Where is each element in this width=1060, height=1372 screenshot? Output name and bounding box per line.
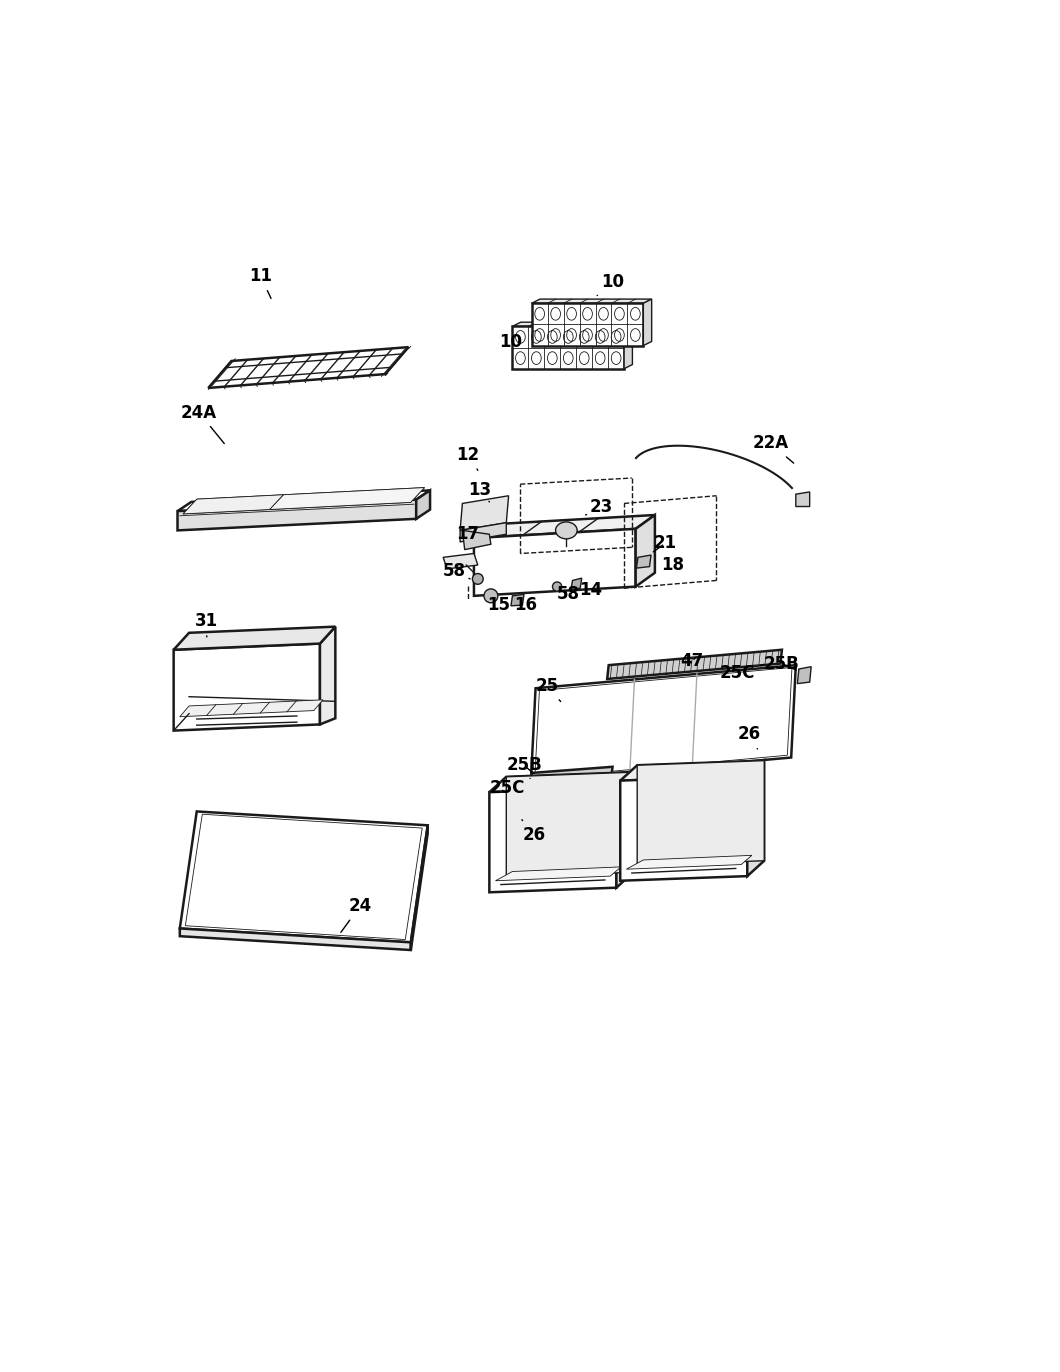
Circle shape — [484, 589, 498, 602]
Polygon shape — [620, 777, 747, 881]
Polygon shape — [209, 347, 408, 388]
Polygon shape — [620, 760, 764, 781]
Polygon shape — [571, 578, 582, 590]
Circle shape — [473, 573, 483, 584]
Text: 24: 24 — [341, 897, 372, 933]
Polygon shape — [460, 523, 507, 542]
Text: 12: 12 — [456, 446, 479, 471]
Polygon shape — [626, 855, 752, 870]
Text: 13: 13 — [467, 480, 491, 502]
Polygon shape — [177, 490, 430, 512]
Text: 25C: 25C — [490, 778, 530, 797]
Polygon shape — [177, 499, 417, 531]
Text: 16: 16 — [514, 595, 537, 615]
Text: 26: 26 — [522, 819, 546, 844]
Text: 58: 58 — [443, 563, 470, 580]
Text: 15: 15 — [487, 595, 510, 615]
Text: 10: 10 — [499, 333, 523, 351]
Text: 21: 21 — [653, 535, 676, 553]
Text: 10: 10 — [597, 273, 624, 295]
Polygon shape — [411, 826, 428, 949]
Polygon shape — [490, 772, 633, 792]
Polygon shape — [535, 667, 792, 778]
Polygon shape — [174, 627, 335, 650]
Text: 26: 26 — [738, 726, 760, 749]
Polygon shape — [490, 788, 617, 892]
Polygon shape — [180, 700, 323, 716]
Polygon shape — [643, 299, 652, 346]
Polygon shape — [186, 814, 422, 940]
Polygon shape — [474, 514, 655, 538]
Polygon shape — [183, 487, 424, 514]
Polygon shape — [796, 493, 810, 506]
Polygon shape — [474, 528, 636, 595]
Polygon shape — [624, 322, 633, 369]
Polygon shape — [532, 303, 643, 346]
Text: 23: 23 — [585, 498, 613, 516]
Polygon shape — [797, 667, 811, 683]
Text: 31: 31 — [195, 612, 218, 637]
Circle shape — [552, 582, 562, 591]
Polygon shape — [180, 929, 411, 949]
Polygon shape — [531, 665, 796, 781]
Text: 58: 58 — [558, 586, 580, 604]
Text: 25C: 25C — [720, 664, 764, 682]
Polygon shape — [747, 760, 764, 877]
Text: 24A: 24A — [181, 403, 225, 443]
Text: 17: 17 — [456, 525, 479, 543]
Text: 22A: 22A — [753, 435, 794, 464]
Polygon shape — [607, 650, 782, 679]
Polygon shape — [495, 867, 621, 881]
Polygon shape — [511, 594, 524, 606]
Polygon shape — [512, 327, 624, 369]
Polygon shape — [460, 495, 509, 531]
Polygon shape — [320, 627, 335, 724]
Polygon shape — [512, 322, 633, 327]
Polygon shape — [532, 299, 652, 303]
Polygon shape — [417, 490, 430, 519]
Text: 25B: 25B — [764, 654, 800, 672]
Text: 25: 25 — [535, 676, 561, 701]
Ellipse shape — [555, 521, 577, 539]
Polygon shape — [637, 760, 764, 866]
Polygon shape — [636, 514, 655, 587]
Polygon shape — [636, 556, 651, 568]
Polygon shape — [269, 487, 424, 509]
Polygon shape — [507, 772, 633, 877]
Polygon shape — [180, 811, 428, 943]
Polygon shape — [462, 531, 491, 550]
Polygon shape — [617, 772, 633, 888]
Polygon shape — [174, 643, 320, 730]
Text: 47: 47 — [681, 652, 704, 671]
Polygon shape — [183, 495, 283, 514]
Text: 14: 14 — [580, 582, 602, 600]
Polygon shape — [443, 553, 478, 569]
Text: 25B: 25B — [506, 756, 542, 774]
Text: 18: 18 — [661, 556, 684, 573]
Text: 11: 11 — [249, 268, 272, 299]
Polygon shape — [530, 767, 613, 785]
